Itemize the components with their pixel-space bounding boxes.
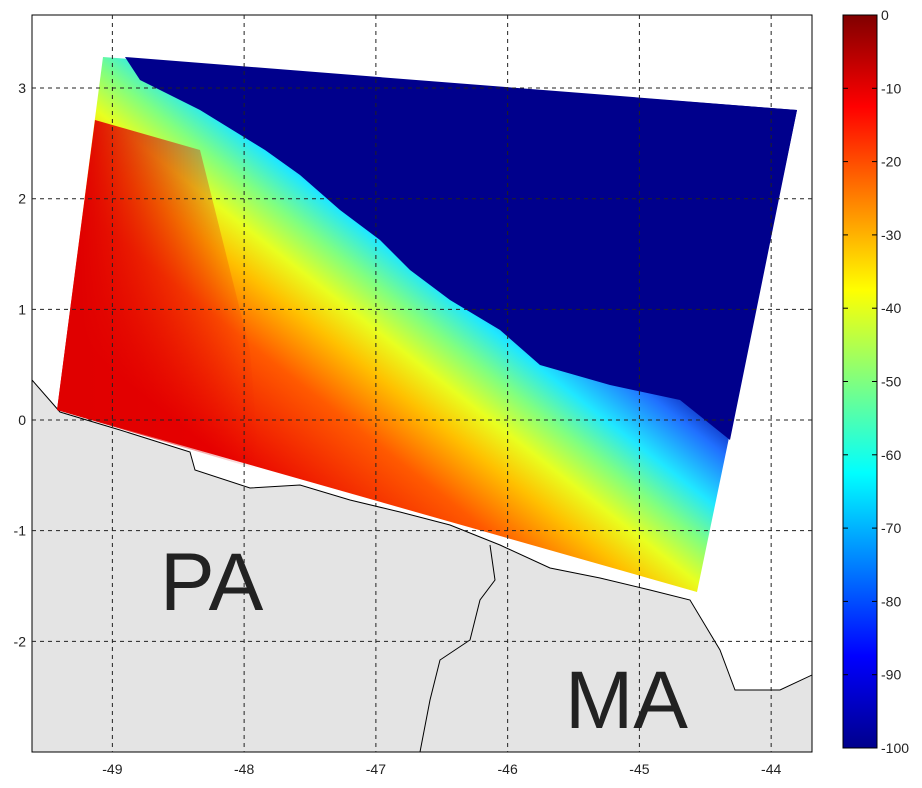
colorbar-tick-label: -30 [881, 227, 901, 243]
y-tick-label: 0 [18, 412, 26, 428]
colorbar-tick-label: -80 [881, 593, 901, 609]
y-tick-label: 2 [18, 191, 26, 207]
colorbar-tick-label: -20 [881, 154, 901, 170]
x-tick-label: -47 [366, 761, 386, 777]
colorbar-tick-label: -90 [881, 667, 901, 683]
x-tick-label: -48 [234, 761, 254, 777]
x-tick-label: -46 [498, 761, 518, 777]
region-label: PA [160, 537, 264, 628]
x-tick-label: -45 [629, 761, 649, 777]
colorbar-tick-label: -50 [881, 374, 901, 390]
colorbar-tick-label: -40 [881, 300, 901, 316]
y-tick-label: 1 [18, 301, 26, 317]
colorbar-tick-label: -70 [881, 520, 901, 536]
map-figure: PA MA -49-48-47-46-45-443210-1-20-10-20-… [0, 0, 922, 783]
x-tick-label: -49 [102, 761, 122, 777]
colorbar-tick-label: -10 [881, 80, 901, 96]
region-label: MA [565, 655, 688, 746]
colorbar-tick-label: -100 [881, 740, 909, 756]
map-layer [32, 57, 812, 752]
y-tick-label: -1 [14, 523, 27, 539]
x-tick-label: -44 [761, 761, 781, 777]
y-tick-label: -2 [14, 633, 27, 649]
y-tick-label: 3 [18, 80, 26, 96]
colorbar [843, 15, 877, 748]
colorbar-tick-label: -60 [881, 447, 901, 463]
colorbar-tick-label: 0 [881, 7, 889, 23]
